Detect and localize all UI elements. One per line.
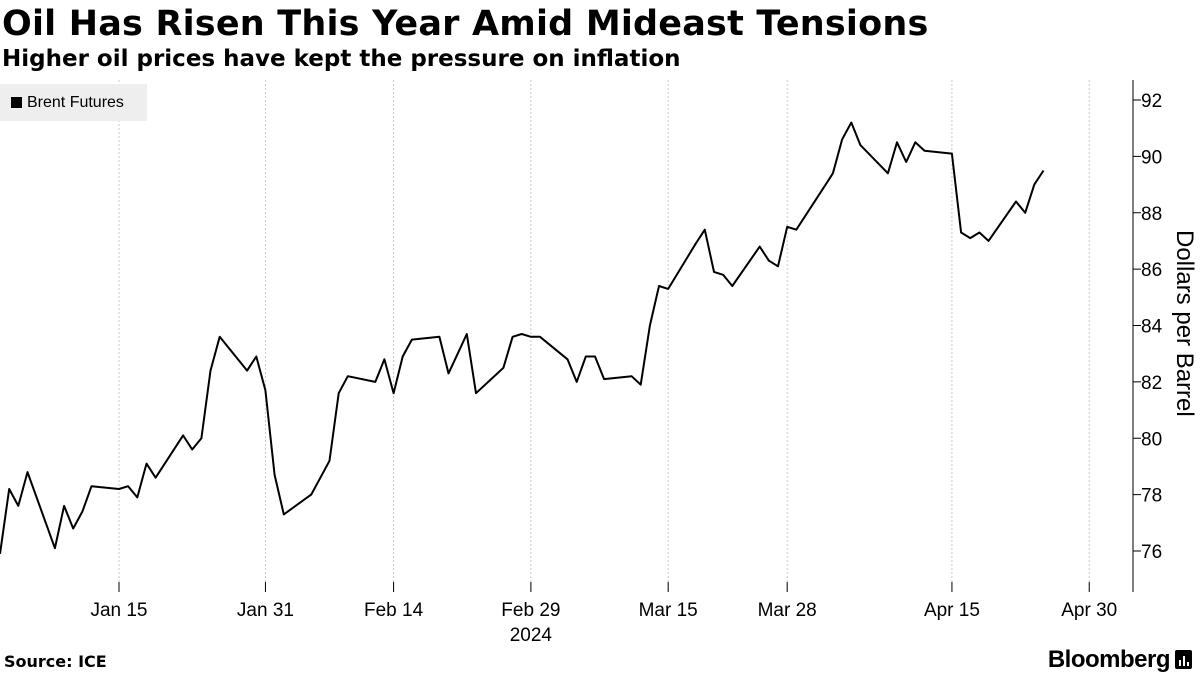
y-tick-label: 80 [1141, 429, 1162, 450]
chart-title: Oil Has Risen This Year Amid Mideast Ten… [2, 4, 929, 44]
x-tick-label: Mar 28 [758, 600, 817, 621]
x-tick-label: Mar 15 [639, 600, 698, 621]
brand-logo-text: Bloomberg [1047, 646, 1171, 673]
source-note: Source: ICE [4, 652, 107, 671]
legend-label: Brent Futures [27, 93, 124, 111]
y-tick-label: 90 [1141, 147, 1162, 168]
series-layer [0, 121, 1045, 554]
legend-swatch [11, 97, 22, 108]
series-line-brent-futures [0, 121, 1045, 554]
y-tick-label: 92 [1141, 91, 1162, 112]
y-tick-label: 86 [1141, 260, 1162, 281]
x-tick-label: Jan 15 [90, 600, 147, 621]
y-tick-label: 84 [1141, 317, 1163, 338]
x-tick-label: Apr 15 [924, 600, 980, 621]
y-tick-label: 88 [1141, 204, 1162, 225]
legend: Brent Futures [0, 84, 147, 121]
y-tick-label: 76 [1141, 542, 1162, 563]
x-tick-label: Jan 31 [237, 600, 294, 621]
grid-lines [118, 80, 1090, 592]
x-year-label: 2024 [510, 625, 553, 646]
y-tick-label: 82 [1141, 373, 1162, 394]
y-axis-title: Dollars per Barrel [1171, 230, 1198, 417]
x-tick-label: Apr 30 [1061, 600, 1117, 621]
bloomberg-chart-icon [1175, 650, 1192, 669]
chart-subtitle: Higher oil prices have kept the pressure… [2, 46, 681, 72]
tick-labels: Jan 15 Jan 31 Feb 14 Feb 29 Mar 15 Mar 28 Apr … [90, 91, 1162, 646]
x-tick-label: Feb 29 [501, 600, 560, 621]
x-tick-label: Feb 14 [364, 600, 424, 621]
y-tick-label: 78 [1141, 486, 1162, 507]
axes [118, 80, 1141, 592]
